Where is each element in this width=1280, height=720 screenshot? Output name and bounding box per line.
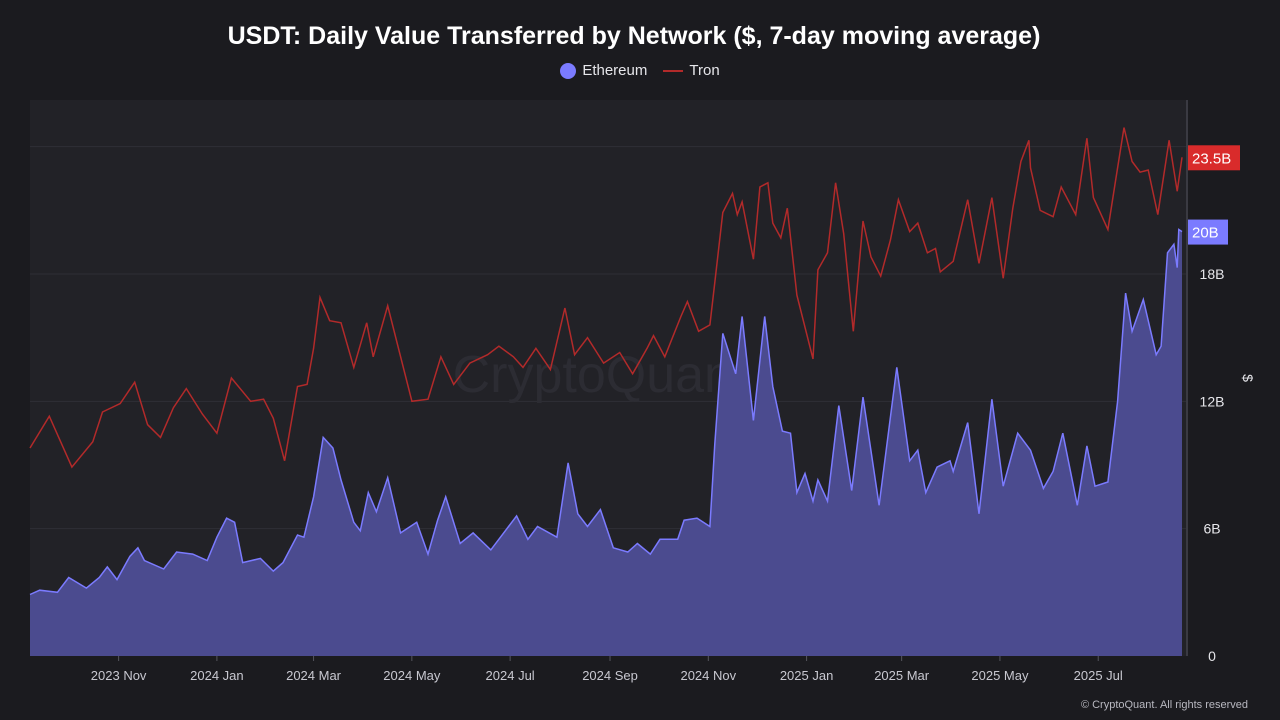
tron-last-value-badge: 23.5B [1188,145,1240,171]
x-tick-label: 2024 Jan [190,668,244,683]
x-tick-label: 2023 Nov [91,668,147,683]
legend: Ethereum Tron [0,62,1280,79]
x-tick-label: 2025 May [971,668,1029,683]
x-tick-label: 2025 Jul [1074,668,1123,683]
watermark: CryptoQuant [453,346,748,404]
badge-label: 23.5B [1192,150,1231,167]
legend-label-ethereum: Ethereum [582,62,648,79]
badge-background [1188,219,1228,245]
y-tick-label: 18B [1200,266,1225,282]
last-value-badges: 23.5B 20B [1188,145,1240,245]
ethereum-area [30,229,1182,656]
y-tick-label: 0 [1208,648,1216,664]
ethereum-last-value-badge: 20B [1188,219,1228,245]
legend-item-ethereum[interactable]: Ethereum [560,62,647,79]
x-tick-label: 2024 Mar [286,668,342,683]
tron-line [29,127,1183,469]
series-layer [29,127,1183,656]
legend-item-tron[interactable]: Tron [663,62,720,79]
x-axis-ticks: 2023 Nov 2024 Jan 2024 Mar 2024 May 2024 Jul… [91,656,1123,683]
x-tick-label: 2024 Nov [680,668,736,683]
ethereum-line [29,228,1183,596]
y-axis-ticks: 0 6B 12B 18B [1200,266,1225,664]
chart-title: USDT: Daily Value Transferred by Network… [227,22,1041,50]
y-axis-label: $ [1240,374,1256,382]
y-tick-label: 12B [1200,393,1225,409]
badge-background [1188,145,1240,171]
legend-swatch-ethereum [560,62,577,79]
x-tick-label: 2024 May [383,668,441,683]
legend-swatch-tron [663,69,684,72]
copyright: © CryptoQuant. All rights reserved [1080,699,1248,711]
x-tick-label: 2024 Jul [486,668,535,683]
badge-label: 20B [1192,225,1219,242]
x-tick-label: 2024 Sep [582,668,638,683]
x-tick-label: 2025 Mar [874,668,930,683]
y-tick-label: 6B [1203,521,1220,537]
x-tick-label: 2025 Jan [780,668,834,683]
legend-label-tron: Tron [689,62,720,79]
